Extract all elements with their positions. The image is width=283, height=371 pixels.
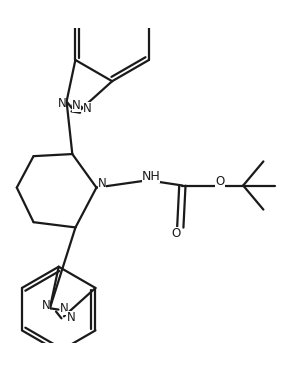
Text: O: O xyxy=(215,175,225,188)
Text: N: N xyxy=(42,299,50,312)
Text: NH: NH xyxy=(142,170,160,183)
Text: N: N xyxy=(72,99,81,112)
Text: N: N xyxy=(60,302,68,315)
Text: N: N xyxy=(67,311,75,324)
Text: N: N xyxy=(83,102,92,115)
Text: N: N xyxy=(98,177,106,190)
Text: N: N xyxy=(57,96,66,109)
Text: O: O xyxy=(171,227,180,240)
